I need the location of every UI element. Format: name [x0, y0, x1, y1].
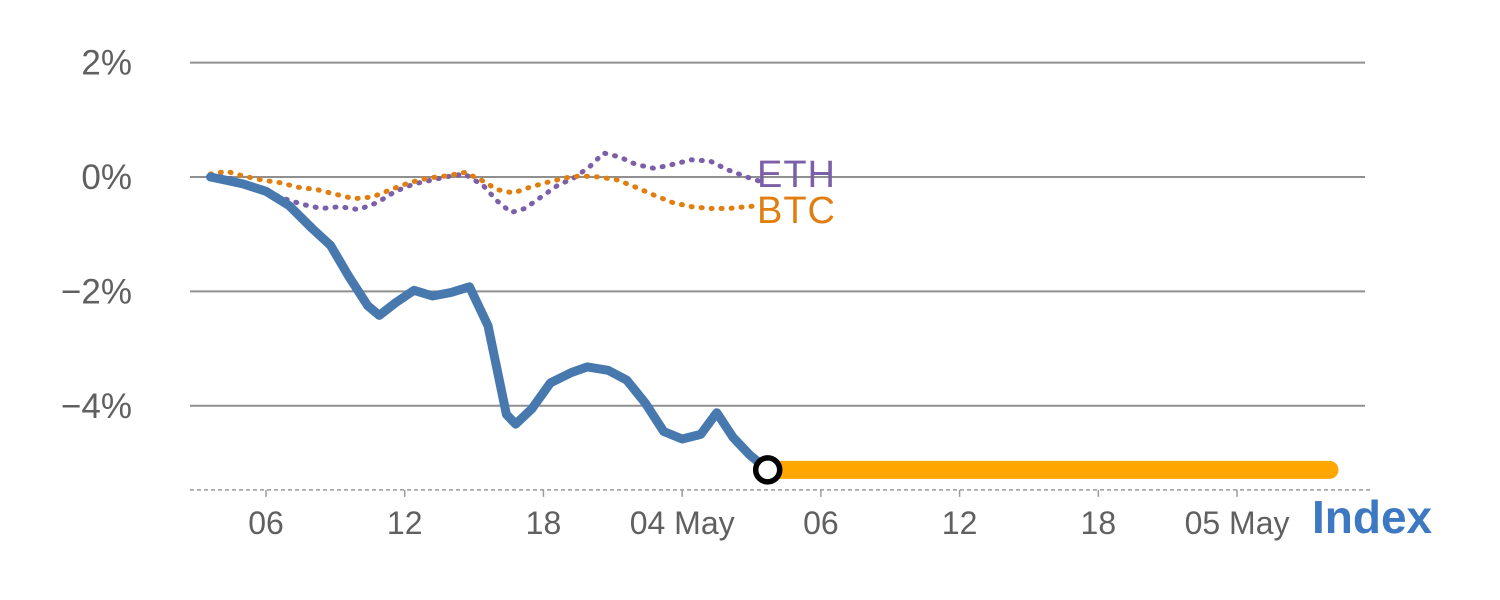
x-tick-label: 04 May — [630, 505, 735, 541]
x-tick-label: 18 — [1081, 505, 1117, 541]
x-tick-label: 06 — [248, 505, 284, 541]
x-axis-title: Index — [1312, 491, 1433, 543]
x-tick-label: 06 — [803, 505, 839, 541]
x-tick-label: 05 May — [1185, 505, 1290, 541]
series-label-btc: BTC — [757, 190, 836, 232]
x-tick-label: 12 — [387, 505, 423, 541]
series-index — [206, 172, 773, 475]
y-tick-label: −2% — [61, 272, 132, 311]
series-label-eth: ETH — [757, 154, 836, 196]
y-tick-label: 2% — [81, 44, 132, 83]
series-eth — [208, 150, 764, 215]
y-tick-label: −4% — [61, 387, 132, 426]
x-tick-label: 12 — [942, 505, 978, 541]
y-tick-label: 0% — [81, 158, 132, 197]
series-btc — [208, 168, 764, 211]
last-value-marker — [752, 455, 783, 485]
x-tick-label: 18 — [526, 505, 562, 541]
